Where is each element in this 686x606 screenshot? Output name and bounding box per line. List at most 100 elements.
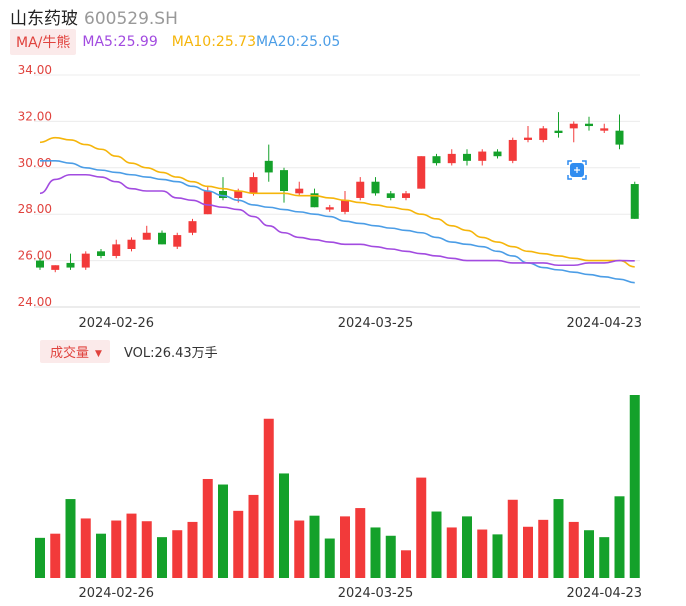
volume-toggle-label: 成交量 [50,345,90,361]
volume-bar [324,538,335,578]
y-tick-label: 32.00 [18,109,52,123]
y-tick-label: 30.00 [18,156,52,170]
volume-bar [431,511,442,578]
price-grid: 34.00 32.00 30.00 28.00 26.00 24.00 [18,63,640,309]
candle-body [524,137,532,140]
candle [539,126,548,143]
candle [371,177,380,196]
volume-bar [370,527,381,578]
candle-body [295,188,304,194]
volume-bar [523,526,533,578]
candle [508,137,517,164]
selection-marker[interactable] [567,160,587,180]
candle [615,114,624,150]
target-corner [582,175,587,180]
candle-body [341,200,349,212]
volume-bar [629,395,640,578]
candle-body [432,156,441,164]
volume-bar [355,508,366,578]
candle-body [188,221,197,233]
candlestick-series [36,112,639,273]
volume-bar [401,550,411,578]
candle [630,181,639,219]
candle [493,149,502,159]
candle [127,237,136,252]
candle [524,126,532,143]
y-tick-label: 24.00 [18,295,52,309]
candle-body [36,260,44,268]
candle-body [280,170,288,191]
volume-bar [599,537,610,578]
x-tick-label: 2024-02-26 [78,316,154,331]
volume-bar [126,513,137,578]
candle [249,172,258,196]
candle [173,232,182,249]
candle-body [234,191,243,198]
x-tick-label: 2024-03-25 [338,586,414,601]
ma-toggle-button[interactable]: MA/牛熊 [10,29,77,55]
volume-bar [233,510,244,578]
ma10-line [39,136,635,268]
volume-bar [294,520,305,578]
volume-bar [187,521,198,578]
volume-bar [553,499,564,578]
candle-body [463,153,471,161]
volume-legend: 成交量 ▼ VOL:26.43万手 [40,339,218,363]
ma20-label: MA20:25.05 [256,34,341,50]
volume-bar [157,537,167,578]
volume-series [35,395,640,578]
candle [341,191,349,215]
candle-body [219,191,227,198]
candle-body [569,123,578,129]
volume-bar [263,418,274,578]
candle [386,191,395,201]
volume-bar [80,518,91,578]
volume-bar [65,499,76,578]
volume-bar [35,537,45,578]
candle [447,149,456,166]
ma5-line [39,173,635,267]
candle-body [66,262,75,268]
candle-body [371,181,380,194]
candle-body [615,130,624,145]
x-tick-label: 2024-02-26 [78,586,154,601]
candle-body [310,193,319,208]
candle [36,258,44,270]
candle-body [142,232,151,240]
candle-body [81,253,90,268]
volume-bar [614,496,625,578]
volume-bar [385,535,396,578]
candle-body [539,128,548,140]
candle-body [508,139,517,161]
candle [97,249,105,259]
candle-body [127,239,136,249]
y-tick-label: 28.00 [18,202,52,216]
candle-body [51,265,60,270]
candle [188,218,197,236]
candle [66,253,75,270]
caret-down-icon: ▼ [95,348,102,359]
volume-bar [172,530,183,578]
crosshair-target-icon[interactable] [567,160,587,180]
candle [402,191,410,201]
candle-body [97,251,105,256]
candle-body [356,181,365,198]
y-tick-label: 26.00 [18,249,52,263]
volume-bar [141,521,152,578]
candle [417,156,426,189]
candle [600,123,609,133]
ma-legend: MA/牛熊 MA5:25.99 MA10:25.73 MA20:25.05 [10,29,341,55]
target-corner [567,160,572,165]
candle-body [493,151,502,157]
volume-bar [279,473,289,578]
volume-bar [584,530,594,578]
candle [51,265,60,273]
volume-bar [568,521,579,578]
stock-title: 山东药玻 600529.SH [10,4,178,29]
candle [112,239,121,259]
stock-name: 山东药玻 [10,9,78,29]
volume-toggle-button[interactable]: 成交量 ▼ [40,339,110,363]
candle [554,112,563,138]
candle [569,121,578,143]
